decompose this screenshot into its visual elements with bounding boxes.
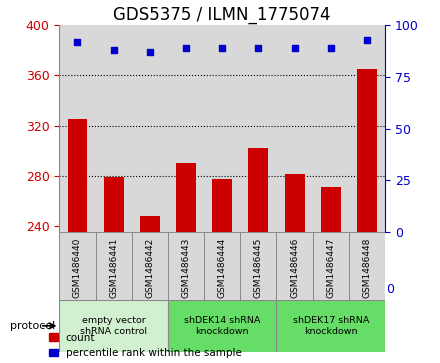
Bar — [104, 177, 124, 363]
Text: GSM1486440: GSM1486440 — [73, 237, 82, 298]
Bar — [357, 69, 377, 363]
Bar — [349, 25, 385, 232]
Bar — [168, 299, 276, 352]
Bar — [176, 163, 196, 363]
Bar — [68, 119, 88, 363]
Bar — [59, 25, 95, 232]
Point — [291, 45, 298, 51]
Legend: count, percentile rank within the sample: count, percentile rank within the sample — [49, 333, 242, 358]
Point — [219, 45, 226, 51]
Text: GSM1486446: GSM1486446 — [290, 237, 299, 298]
Point — [255, 45, 262, 51]
Bar — [276, 299, 385, 352]
Bar — [313, 232, 349, 299]
Point — [74, 39, 81, 45]
Bar — [59, 299, 168, 352]
Text: GSM1486444: GSM1486444 — [218, 237, 227, 298]
Text: shDEK14 shRNA
knockdown: shDEK14 shRNA knockdown — [184, 316, 260, 335]
Bar — [349, 232, 385, 299]
Bar — [313, 25, 349, 232]
Point — [110, 47, 117, 53]
Text: GSM1486443: GSM1486443 — [182, 237, 191, 298]
Bar — [59, 232, 95, 299]
Bar — [168, 25, 204, 232]
Bar — [95, 25, 132, 232]
Bar — [204, 25, 240, 232]
Text: GSM1486447: GSM1486447 — [326, 237, 335, 298]
Bar — [321, 187, 341, 363]
Bar — [140, 216, 160, 363]
Bar — [212, 179, 232, 363]
Bar — [204, 232, 240, 299]
Bar — [132, 232, 168, 299]
Text: GSM1486441: GSM1486441 — [109, 237, 118, 298]
Point — [363, 37, 370, 43]
Bar — [168, 232, 204, 299]
Title: GDS5375 / ILMN_1775074: GDS5375 / ILMN_1775074 — [114, 6, 331, 24]
Point — [327, 45, 334, 51]
Text: shDEK17 shRNA
knockdown: shDEK17 shRNA knockdown — [293, 316, 369, 335]
Bar — [240, 232, 276, 299]
Text: GSM1486442: GSM1486442 — [145, 237, 154, 298]
Bar — [95, 232, 132, 299]
Text: empty vector
shRNA control: empty vector shRNA control — [80, 316, 147, 335]
Text: GSM1486445: GSM1486445 — [254, 237, 263, 298]
Point — [183, 45, 190, 51]
Bar — [276, 232, 313, 299]
Bar — [132, 25, 168, 232]
Bar — [249, 148, 268, 363]
Bar — [276, 25, 313, 232]
Bar — [285, 174, 304, 363]
Point — [147, 49, 154, 55]
Text: 0: 0 — [386, 283, 394, 296]
Bar — [240, 25, 276, 232]
Text: protocol: protocol — [10, 321, 55, 331]
Text: GSM1486448: GSM1486448 — [363, 237, 371, 298]
